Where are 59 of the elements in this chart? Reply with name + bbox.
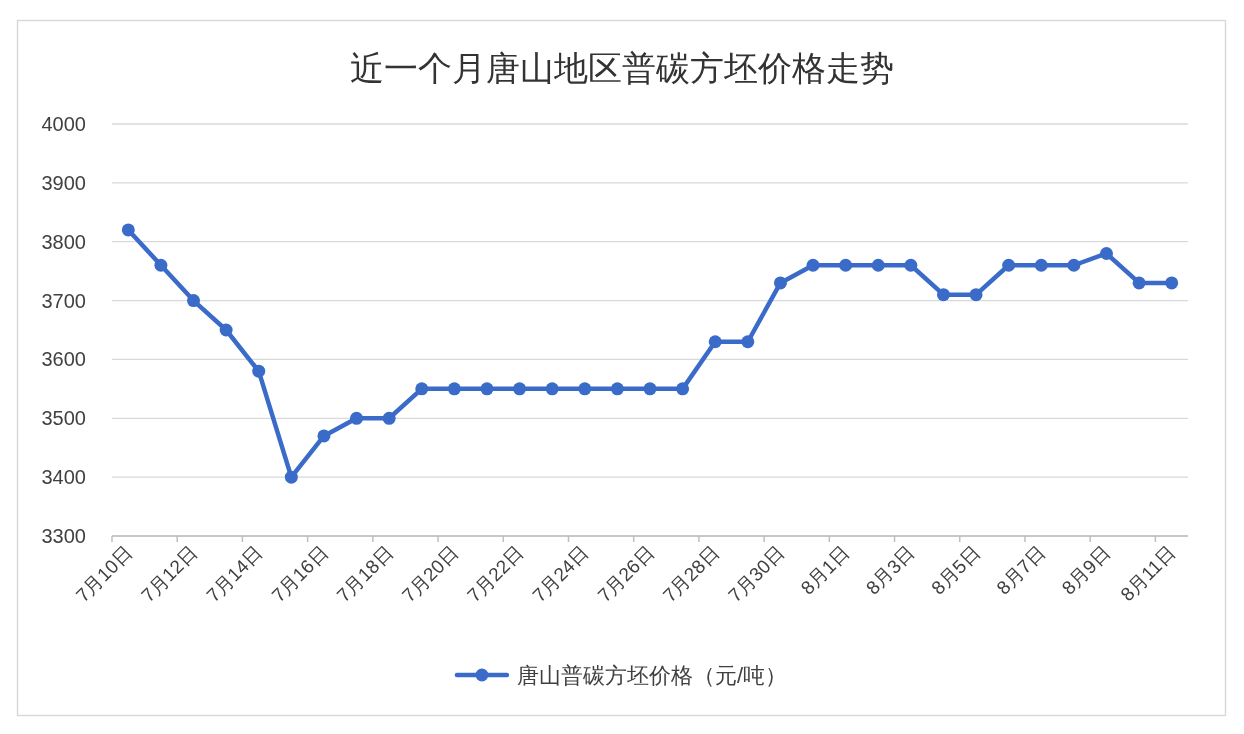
y-tick-label: 3500 [41,407,86,430]
x-tick-label: 8月11日 [1116,541,1180,606]
x-tick-label: 7月18日 [332,541,397,607]
point [1034,258,1048,272]
x-tick-label: 7月22日 [463,541,528,607]
point [545,382,559,396]
x-tick-label: 8月7日 [992,541,1050,599]
point [480,382,494,396]
point [1099,246,1113,260]
point [936,288,950,302]
point [1132,276,1146,290]
point [187,294,201,308]
chart-title: 近一个月唐山地区普碳方坯价格走势 [350,49,894,87]
x-tick-label: 7月24日 [528,541,593,607]
point [904,258,918,272]
point [839,258,853,272]
y-tick-label: 3300 [41,525,86,547]
point [382,411,396,425]
point [284,470,298,484]
point [643,382,657,396]
y-tick-label: 3900 [41,171,86,194]
x-tick-label: 8月9日 [1057,541,1115,599]
point [806,258,820,272]
point [1165,276,1179,290]
point [578,382,592,396]
point [447,382,461,396]
y-tick-label: 3800 [41,230,86,253]
point [708,335,722,349]
point [969,288,983,302]
point [350,411,364,425]
point [219,323,233,337]
point [1002,258,1016,272]
point [676,382,690,396]
x-tick-label: 7月28日 [658,541,724,607]
y-tick-label: 3400 [41,466,86,489]
point [154,258,168,272]
x-tick-label: 8月1日 [796,541,854,599]
x-tick-label: 7月14日 [202,541,267,607]
point [741,335,755,349]
point [513,382,527,396]
point [252,364,266,378]
x-tick-label: 7月30日 [724,541,789,607]
x-tick-label: 7月16日 [267,541,332,607]
legend-label: 唐山普碳方坯价格（元/吨） [516,663,788,688]
x-tick-label: 7月26日 [593,541,658,607]
y-tick-label: 3600 [41,348,86,371]
x-tick-label: 7月20日 [398,541,463,607]
point [415,382,429,396]
point [1067,258,1081,272]
y-tick-label: 4000 [41,113,86,135]
point [773,276,787,290]
y-tick-label: 3700 [41,289,86,312]
point [121,223,135,237]
point [871,258,885,272]
x-tick-label: 7月12日 [137,541,202,607]
point [317,429,331,443]
point [610,382,624,396]
x-tick-label: 8月5日 [927,541,984,599]
x-tick-label: 8月3日 [862,541,919,599]
